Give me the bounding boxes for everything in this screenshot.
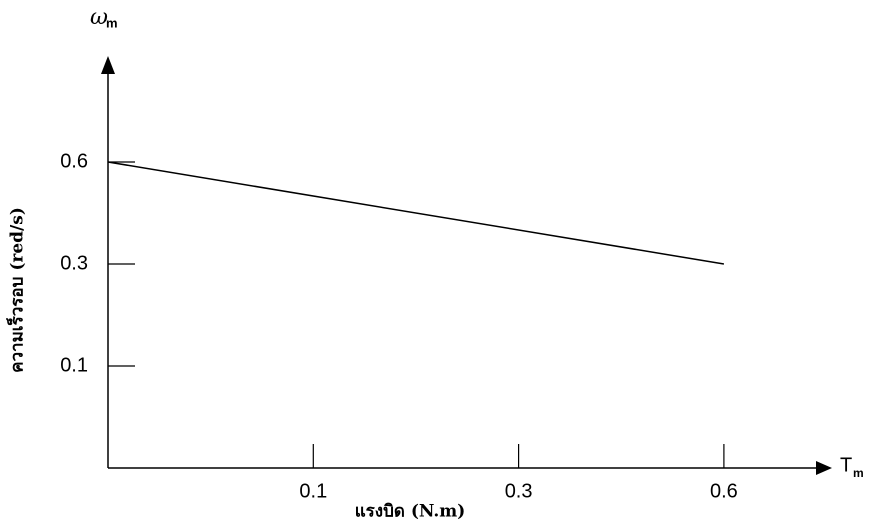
- x-symbol: T: [840, 454, 852, 476]
- y-axis-label: ความเร็วรอบ (red/s): [5, 207, 28, 373]
- y-tick-label: 0.6: [60, 150, 88, 172]
- y-symbol-sub: m: [106, 15, 118, 30]
- data-line: [108, 162, 724, 264]
- y-tick-label: 0.3: [60, 252, 88, 274]
- x-tick-label: 0.3: [505, 480, 533, 502]
- x-axis-label: แรงบิด (N.m): [355, 502, 466, 522]
- chart: ω m T m แรงบิด (N.m) ความเร็วรอบ (red/s)…: [0, 0, 879, 524]
- x-tick-label: 0.6: [710, 480, 738, 502]
- x-tick-label: 0.1: [299, 480, 327, 502]
- y-tick-label: 0.1: [60, 354, 88, 376]
- y-arrow: [101, 56, 115, 74]
- x-arrow: [816, 461, 832, 475]
- x-symbol-sub: m: [853, 466, 864, 480]
